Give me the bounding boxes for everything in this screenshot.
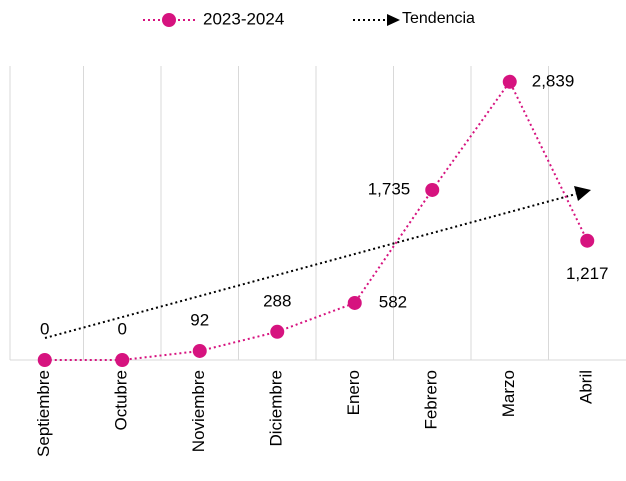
data-label: 288 [263, 291, 291, 310]
data-point [425, 182, 440, 197]
x-tick-label: Marzo [499, 370, 518, 417]
data-label: 1,217 [566, 264, 609, 283]
x-tick-label: Abril [577, 370, 596, 404]
data-point [115, 353, 130, 367]
x-tick-label: Octubre [112, 370, 131, 430]
data-point [347, 295, 362, 310]
series-line [44, 79, 589, 361]
x-tick-label: Septiembre [34, 370, 53, 457]
legend-label: 2023-2024 [203, 9, 284, 28]
data-label: 2,839 [532, 71, 575, 90]
data-point [580, 233, 595, 248]
data-label: 92 [190, 310, 209, 329]
data-label: 582 [379, 292, 407, 311]
trend-arrow [574, 186, 591, 201]
data-point [502, 74, 517, 89]
legend-marker [162, 13, 176, 27]
legend-label: Tendencia [402, 10, 475, 27]
data-point [37, 353, 52, 367]
x-tick-label: Noviembre [189, 370, 208, 452]
x-tick-label: Diciembre [267, 370, 286, 447]
data-point [192, 343, 207, 358]
x-tick-label: Enero [344, 370, 363, 415]
legend-arrow [387, 14, 400, 26]
data-label: 0 [40, 319, 49, 338]
trend-line [44, 193, 577, 339]
data-label: 1,735 [368, 179, 411, 198]
data-label: 0 [118, 319, 127, 338]
x-tick-label: Febrero [422, 370, 441, 430]
data-point [270, 324, 285, 339]
